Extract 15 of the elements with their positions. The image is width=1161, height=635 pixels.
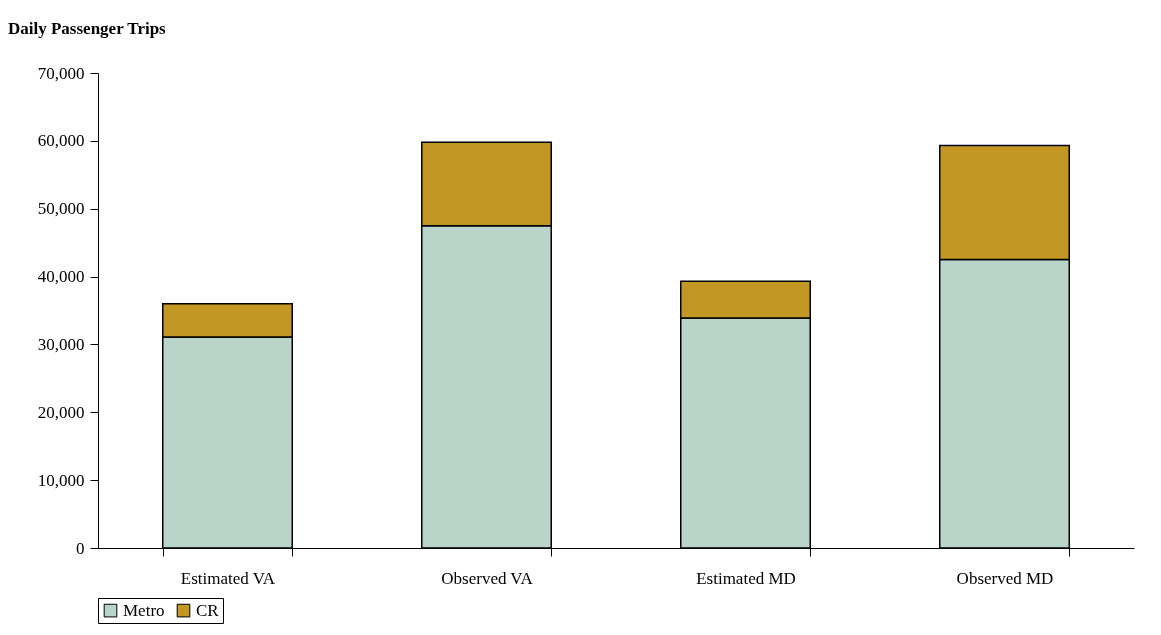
chart-title: Daily Passenger Trips xyxy=(8,19,167,38)
legend-label: Metro xyxy=(123,600,165,620)
y-tick-label: 60,000 xyxy=(37,131,85,151)
y-tick-label: 10,000 xyxy=(37,470,85,490)
y-tick-label: 50,000 xyxy=(37,199,85,219)
x-tick-label: Estimated VA xyxy=(180,568,276,588)
y-tick-label: 0 xyxy=(76,538,85,558)
y-tick-label: 40,000 xyxy=(37,267,85,287)
legend-label: CR xyxy=(196,600,220,620)
x-tick-label: Observed VA xyxy=(441,568,534,588)
x-tick-label: Estimated MD xyxy=(696,568,796,588)
y-tick-label: 20,000 xyxy=(37,402,85,422)
x-tick-label: Observed MD xyxy=(956,568,1054,588)
y-tick-label: 70,000 xyxy=(37,63,85,83)
y-tick-label: 30,000 xyxy=(37,334,85,354)
